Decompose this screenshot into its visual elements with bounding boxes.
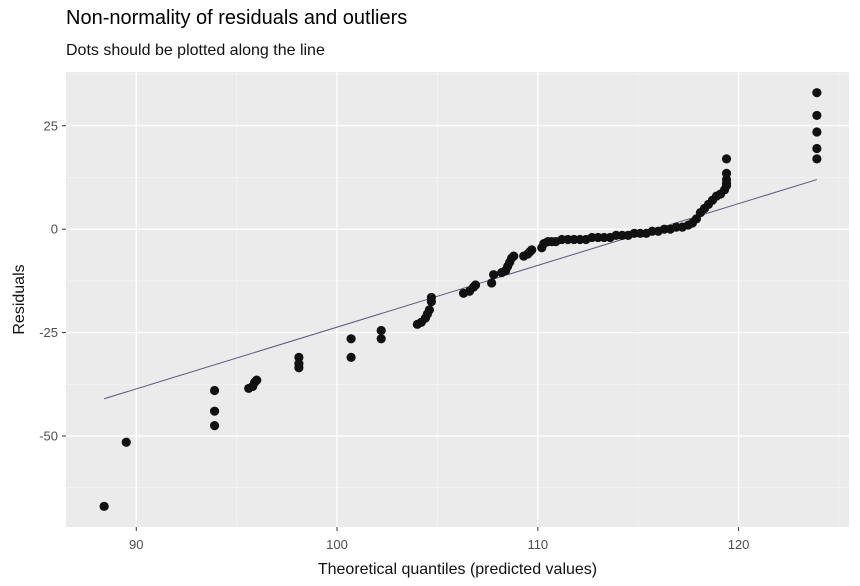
data-point bbox=[489, 270, 499, 280]
data-point bbox=[812, 143, 822, 154]
y-tick-label: -25 bbox=[39, 325, 58, 340]
data-point bbox=[509, 251, 519, 261]
major-gridlines bbox=[66, 72, 849, 527]
y-axis-title: Residuals bbox=[11, 264, 28, 334]
y-tick-label: 25 bbox=[44, 118, 58, 133]
data-point bbox=[209, 421, 220, 431]
data-point bbox=[721, 168, 732, 178]
data-point bbox=[721, 154, 732, 164]
data-point bbox=[209, 406, 220, 416]
y-axis-ticks: -50 -25 0 25 bbox=[39, 118, 66, 444]
y-tick-label: 0 bbox=[51, 222, 58, 237]
plot-panel bbox=[66, 72, 849, 527]
data-point bbox=[294, 363, 304, 373]
minor-gridlines bbox=[66, 72, 849, 527]
data-points bbox=[99, 88, 822, 511]
data-point bbox=[812, 154, 822, 164]
data-point bbox=[812, 88, 822, 98]
data-point bbox=[376, 325, 386, 336]
data-point bbox=[812, 127, 822, 137]
chart-subtitle: Dots should be plotted along the line bbox=[66, 42, 325, 59]
x-tick-label: 110 bbox=[527, 537, 548, 552]
x-tick-label: 100 bbox=[326, 537, 348, 552]
data-point bbox=[376, 334, 386, 344]
data-point bbox=[252, 375, 262, 385]
data-point bbox=[99, 501, 109, 511]
data-point bbox=[812, 110, 822, 121]
data-point bbox=[346, 352, 356, 363]
y-tick-label: -50 bbox=[39, 429, 58, 444]
data-point bbox=[346, 334, 356, 344]
data-point bbox=[426, 292, 436, 303]
data-point bbox=[527, 245, 537, 255]
data-point bbox=[487, 278, 497, 288]
data-point bbox=[209, 385, 220, 396]
x-tick-label: 120 bbox=[728, 537, 750, 552]
data-point bbox=[470, 280, 481, 290]
data-point bbox=[121, 437, 131, 447]
chart-title: Non-normality of residuals and outliers bbox=[66, 7, 408, 29]
x-axis-ticks: 90 100 110 120 bbox=[129, 527, 749, 552]
data-point bbox=[424, 305, 434, 315]
x-axis-title: Theoretical quantiles (predicted values) bbox=[318, 561, 597, 578]
x-tick-label: 90 bbox=[129, 537, 143, 552]
